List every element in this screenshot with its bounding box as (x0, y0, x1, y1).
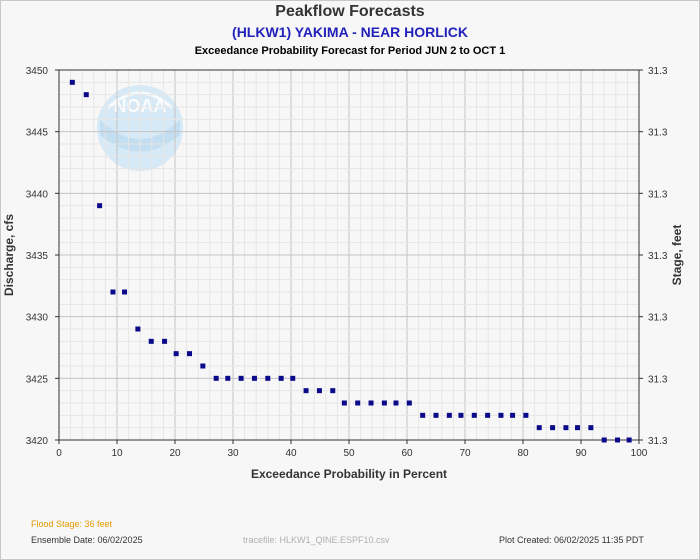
x-tick-label: 70 (459, 448, 471, 459)
y-tick-label: 3440 (26, 189, 49, 200)
x-tick-label: 40 (285, 448, 297, 459)
data-point (187, 351, 192, 357)
data-point (536, 425, 542, 431)
flood-stage-label: Flood Stage: 36 feet (31, 519, 113, 529)
data-point (626, 437, 632, 443)
data-point (550, 425, 556, 431)
data-point (446, 412, 452, 418)
data-point (69, 79, 75, 85)
x-tick-label: 100 (631, 448, 648, 459)
data-point (173, 351, 179, 357)
data-point (420, 412, 426, 418)
y2-tick-label: 31.3 (648, 189, 668, 200)
x-tick-label: 20 (169, 448, 181, 459)
data-points (69, 79, 632, 443)
data-point (213, 375, 219, 381)
data-point (588, 425, 594, 431)
x-tick-label: 60 (401, 448, 413, 459)
y-tick-label: 3450 (26, 66, 49, 77)
x-tick-label: 10 (111, 448, 123, 459)
data-point (225, 375, 231, 381)
y-tick-label: 3445 (26, 128, 49, 139)
y-tick-label: 3435 (26, 251, 49, 262)
data-point (393, 400, 399, 406)
data-point (458, 412, 464, 418)
data-point (316, 388, 322, 394)
x-tick-label: 30 (227, 448, 239, 459)
x-tick-label: 0 (56, 448, 62, 459)
y-axis-label: Discharge, cfs (2, 214, 16, 296)
y-tick-label: 3420 (26, 436, 49, 447)
data-point (330, 388, 336, 394)
data-point (162, 338, 168, 344)
data-point (355, 400, 361, 406)
x-tick-label: 80 (517, 448, 529, 459)
data-point (303, 388, 309, 394)
y2-axis-label: Stage, feet (670, 225, 684, 286)
data-point (433, 412, 439, 418)
y2-tick-label: 31.3 (648, 313, 668, 324)
data-point (381, 400, 387, 406)
data-point (278, 375, 284, 381)
data-point (251, 375, 257, 381)
x-tick-label: 50 (343, 448, 355, 459)
data-point (341, 400, 347, 406)
data-point (510, 412, 516, 418)
data-point (238, 375, 244, 381)
y2-tick-label: 31.3 (648, 374, 668, 385)
data-point (485, 412, 491, 418)
data-point (615, 437, 621, 443)
chart-title: Peakflow Forecasts (275, 3, 425, 20)
x-axis-label: Exceedance Probability in Percent (251, 467, 447, 481)
data-point (563, 425, 569, 431)
y2-tick-label: 31.3 (648, 66, 668, 77)
data-point (200, 363, 206, 369)
ensemble-date-label: Ensemble Date: 06/02/2025 (31, 535, 143, 545)
data-point (135, 326, 141, 332)
axis-ticks: 0 10 20 30 40 50 60 70 80 90 100 3420 31.3 3425 31.3 34… (26, 66, 668, 459)
x-tick-label: 90 (575, 448, 587, 459)
data-point (97, 203, 103, 209)
data-point (265, 375, 271, 381)
data-point (122, 289, 128, 295)
data-point (575, 425, 581, 431)
data-point (523, 412, 529, 418)
y-tick-label: 3425 (26, 374, 49, 385)
data-point (498, 412, 504, 418)
tracefile-label: tracefile: HLKW1_QINE.ESPF10.csv (243, 535, 390, 545)
data-point (110, 289, 116, 295)
y2-tick-label: 31.3 (648, 436, 668, 447)
data-point (601, 437, 607, 443)
plot-created-label: Plot Created: 06/02/2025 11:35 PDT (499, 535, 644, 545)
data-point (290, 375, 296, 381)
y2-tick-label: 31.3 (648, 128, 668, 139)
data-point (368, 400, 374, 406)
grid-lines (58, 69, 640, 441)
chart-subtitle: Exceedance Probability Forecast for Peri… (194, 45, 506, 57)
data-point (148, 338, 154, 344)
station-title: (HLKW1) YAKIMA - NEAR HORLICK (232, 24, 468, 40)
data-point (406, 400, 412, 406)
y-tick-label: 3430 (26, 313, 49, 324)
data-point (83, 92, 89, 98)
y2-tick-label: 31.3 (648, 251, 668, 262)
data-point (471, 412, 477, 418)
